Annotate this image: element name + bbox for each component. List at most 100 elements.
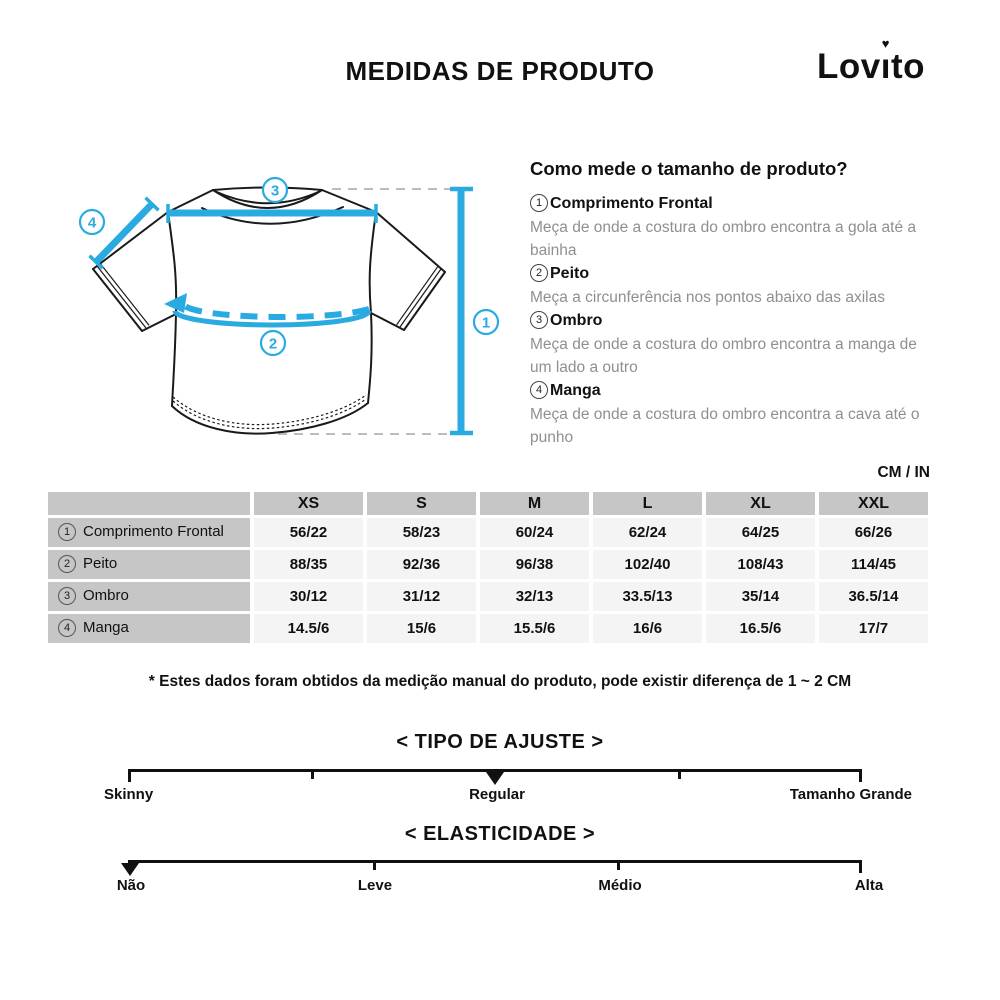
cell-value: 58/23 (367, 518, 476, 547)
scale-end-tick (859, 860, 862, 873)
cell-value: 108/43 (706, 550, 815, 579)
cell-value: 16/6 (593, 614, 702, 643)
scale-mid-tick (678, 769, 681, 779)
scale-mid-tick (617, 860, 620, 870)
cell-value: 35/14 (706, 582, 815, 611)
measurement-disclaimer: * Estes dados foram obtidos da medição m… (148, 673, 852, 690)
elasticity-label-leve: Leve (357, 877, 393, 894)
cell-value: 30/12 (254, 582, 363, 611)
chest-measure-ellipse (172, 310, 372, 328)
circled-number-4: 4 (58, 619, 76, 637)
cell-value: 32/13 (480, 582, 589, 611)
circled-number-2: 2 (530, 264, 548, 282)
cell-value: 60/24 (480, 518, 589, 547)
lovito-logo: Lov ♥ ıto (817, 36, 926, 87)
tshirt-measurement-diagram: 3 4 2 1 (78, 176, 500, 436)
guide-label-text: Comprimento Frontal (550, 195, 713, 212)
callout-3-circle (261, 176, 289, 204)
elasticity-scale-track (121, 860, 862, 876)
cell-value: 15/6 (367, 614, 476, 643)
table-row: 1 Comprimento Frontal 56/22 58/23 60/24 6… (48, 518, 928, 547)
cell-value: 88/35 (254, 550, 363, 579)
circled-number-2: 2 (58, 555, 76, 573)
circled-number-3: 3 (58, 587, 76, 605)
circled-number-1: 1 (530, 194, 548, 212)
callout-4-number: 4 (88, 215, 97, 232)
table-corner-cell (48, 492, 250, 515)
cell-value: 15.5/6 (480, 614, 589, 643)
tshirt-outline (92, 186, 446, 435)
callout-2-number: 2 (269, 336, 277, 353)
elasticity-label-alta: Alta (854, 877, 884, 894)
guide-desc-text: Meça de onde a costura do ombro encontra… (530, 336, 917, 376)
cell-value: 114/45 (819, 550, 928, 579)
size-table: XS S M L XL XXL 1 Comprimento Frontal 56/… (44, 489, 932, 646)
cell-value: 62/24 (593, 518, 702, 547)
elasticity-scale-heading: < ELASTICIDADE > (404, 823, 596, 845)
fit-label-tamanho-grande: Tamanho Grande (789, 786, 912, 803)
guide-desc-text: Meça de onde a costura do ombro encontra… (530, 406, 920, 446)
guide-item-peito: 2 Peito Meça a circunferência nos pontos … (530, 262, 932, 309)
logo-dotless-i: ♥ ı (880, 36, 891, 86)
guide-label-text: Ombro (550, 312, 603, 329)
guide-item-ombro: 3 Ombro Meça de onde a costura do ombro e… (530, 309, 932, 379)
size-header-m: M (480, 492, 589, 515)
fit-label-skinny: Skinny (104, 786, 154, 803)
row-label-peito: 2 Peito (48, 550, 250, 579)
row-label-ombro: 3 Ombro (48, 582, 250, 611)
page-title: MEDIDAS DE PRODUTO (345, 56, 655, 86)
cell-value: 102/40 (593, 550, 702, 579)
callout-2-circle (259, 329, 287, 357)
size-header-s: S (367, 492, 476, 515)
cell-value: 36.5/14 (819, 582, 928, 611)
circled-number-4: 4 (530, 381, 548, 399)
guide-heading: Como mede o tamanho de produto? (530, 158, 848, 179)
logo-text-left: Lov (817, 47, 881, 86)
cell-value: 56/22 (254, 518, 363, 547)
chest-arrowhead (164, 293, 187, 313)
callout-4-circle (78, 208, 106, 236)
scale-mid-tick (373, 860, 376, 870)
cell-value: 92/36 (367, 550, 476, 579)
circled-number-3: 3 (530, 311, 548, 329)
callout-1-circle (472, 308, 500, 336)
fit-label-regular: Regular (469, 786, 525, 803)
logo-text-right: to (890, 47, 926, 86)
size-header-xl: XL (706, 492, 815, 515)
cell-value: 17/7 (819, 614, 928, 643)
callout-1-number: 1 (482, 315, 490, 332)
scale-end-tick (859, 769, 862, 782)
circled-number-1: 1 (58, 523, 76, 541)
callout-circles: 3 4 2 1 (78, 176, 500, 357)
size-table-header-row: XS S M L XL XXL (48, 492, 928, 515)
elasticity-label-nao: Não (116, 877, 146, 894)
guide-desc-text: Meça a circunferência nos pontos abaixo … (530, 289, 885, 306)
size-header-xs: XS (254, 492, 363, 515)
scale-end-tick (128, 769, 131, 782)
heart-icon: ♥ (881, 36, 890, 51)
elasticity-marker-triangle (121, 863, 139, 876)
fit-marker-triangle (486, 772, 504, 785)
units-label: CM / IN (877, 464, 930, 481)
cell-value: 66/26 (819, 518, 928, 547)
sleeve-measure-line (93, 201, 155, 265)
guide-item-comprimento: 1 Comprimento Frontal Meça de onde a cost… (530, 192, 932, 262)
guide-label-text: Manga (550, 382, 601, 399)
size-header-l: L (593, 492, 702, 515)
table-row: 3 Ombro 30/12 31/12 32/13 33.5/13 35/14 3… (48, 582, 928, 611)
cell-value: 14.5/6 (254, 614, 363, 643)
size-header-xxl: XXL (819, 492, 928, 515)
table-row: 4 Manga 14.5/6 15/6 15.5/6 16/6 16.5/6 17… (48, 614, 928, 643)
scale-mid-tick (311, 769, 314, 779)
row-label-manga: 4 Manga (48, 614, 250, 643)
table-row: 2 Peito 88/35 92/36 96/38 102/40 108/43 1… (48, 550, 928, 579)
cell-value: 31/12 (367, 582, 476, 611)
cell-value: 64/25 (706, 518, 815, 547)
dashed-guide-lines (278, 188, 456, 435)
fit-scale-heading: < TIPO DE AJUSTE > (396, 731, 604, 753)
row-label-comprimento: 1 Comprimento Frontal (48, 518, 250, 547)
cell-value: 96/38 (480, 550, 589, 579)
callout-3-number: 3 (271, 183, 279, 200)
measuring-guide: Como mede o tamanho de produto? 1 Comprim… (530, 158, 932, 449)
